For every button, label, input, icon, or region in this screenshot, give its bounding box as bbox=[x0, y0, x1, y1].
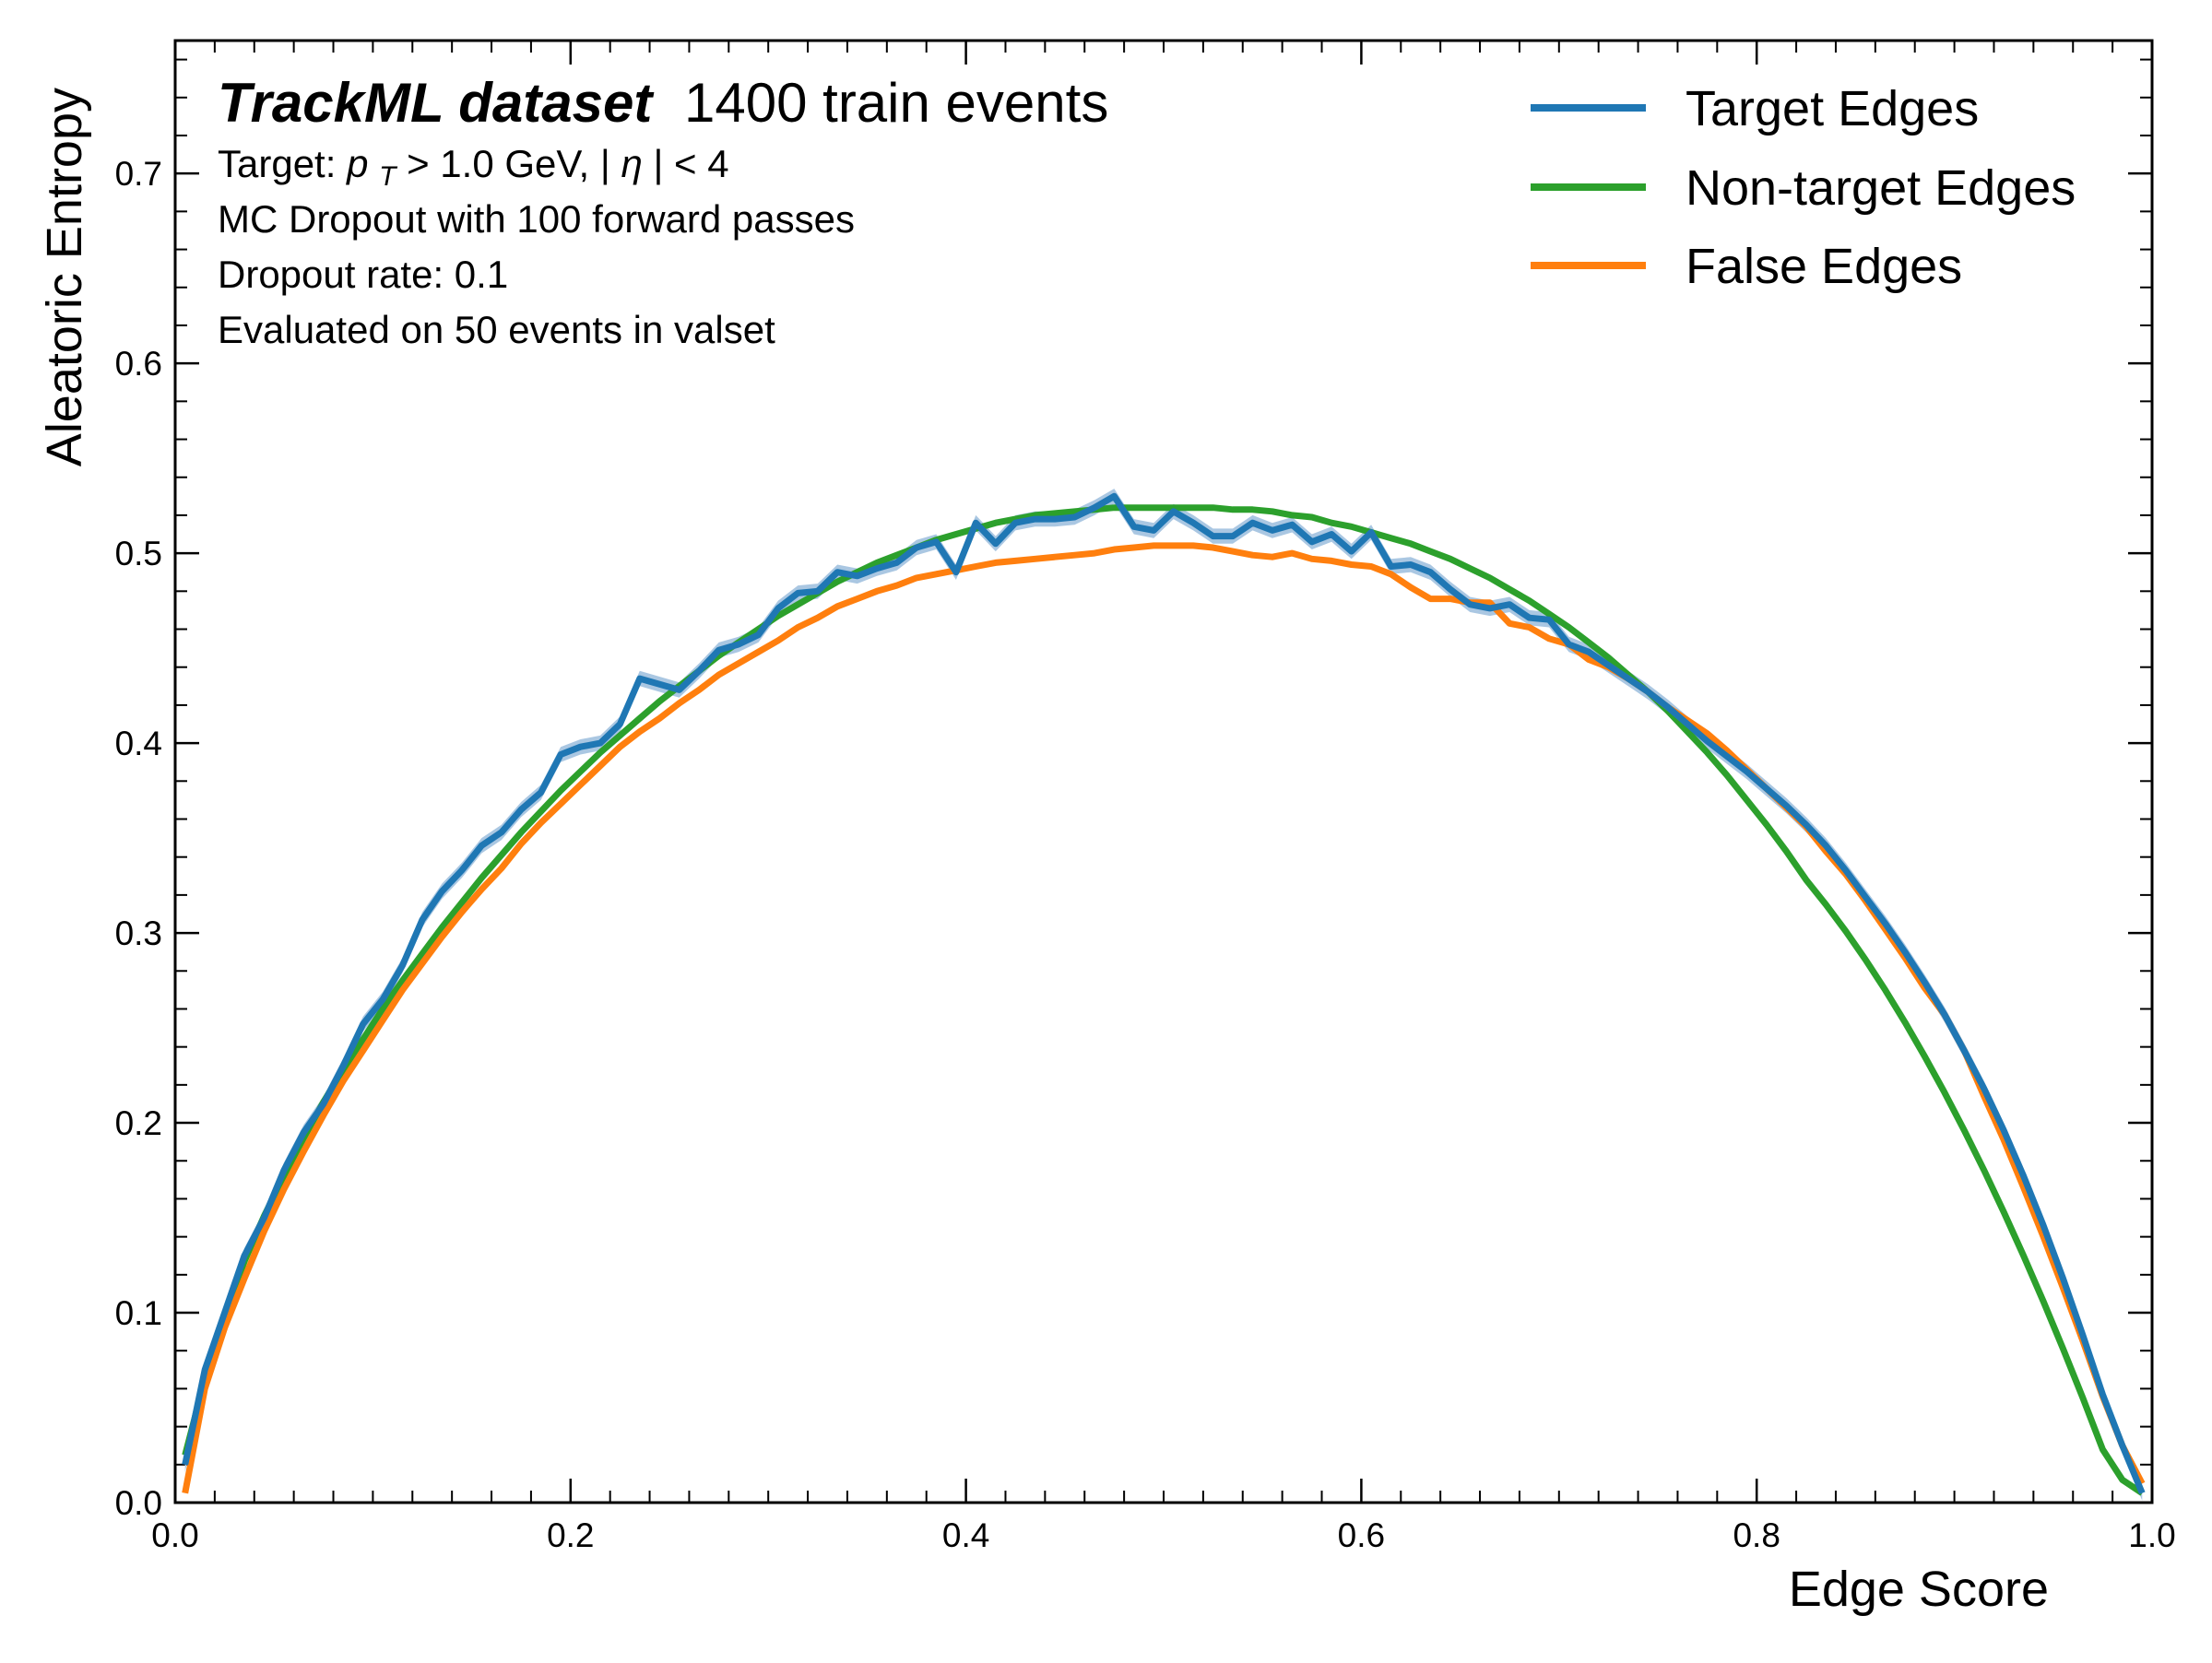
target-cut-label: Target: p T > 1.0 GeV, | η | < 4 bbox=[218, 142, 729, 194]
tick-marks bbox=[173, 41, 2154, 1504]
plot-frame bbox=[173, 39, 2154, 1504]
x-tick-label: 0.4 bbox=[942, 1516, 989, 1554]
y-tick-label: 0.4 bbox=[115, 725, 162, 762]
dataset-name: TrackML dataset bbox=[218, 72, 655, 134]
dataset-events: 1400 train events bbox=[684, 72, 1108, 134]
x-tick-label: 0.2 bbox=[547, 1516, 594, 1554]
y-tick-label: 0.6 bbox=[115, 345, 162, 383]
x-tick-label: 0.6 bbox=[1338, 1516, 1385, 1554]
x-tick-label: 1.0 bbox=[2128, 1516, 2175, 1554]
y-tick-label: 0.3 bbox=[115, 914, 162, 952]
y-tick-label: 0.2 bbox=[115, 1104, 162, 1142]
series-lines bbox=[182, 492, 2146, 1496]
legend-label-target: Target Edges bbox=[1686, 81, 1979, 136]
x-tick-label: 0.8 bbox=[1733, 1516, 1780, 1554]
target-end: | < 4 bbox=[653, 142, 728, 185]
dataset-title: TrackML dataset 1400 train events bbox=[218, 72, 1108, 134]
series-line-0 bbox=[182, 492, 2146, 1495]
annotation-block: TrackML dataset 1400 train events Target… bbox=[218, 72, 1108, 351]
target-eta-symbol: η bbox=[621, 142, 642, 185]
legend-label-false: False Edges bbox=[1686, 239, 1962, 294]
y-axis-title: Aleatoric Entropy bbox=[37, 88, 92, 466]
target-middle: > 1.0 GeV, | bbox=[407, 142, 610, 185]
tick-labels: 0.0 0.2 0.4 0.6 0.8 1.0 0.0 0.1 0.2 0.3 0.4 0.5 0.6 0… bbox=[115, 155, 2176, 1554]
dropout-rate-label: Dropout rate: 0.1 bbox=[218, 253, 508, 296]
target-p-symbol: p bbox=[345, 142, 368, 185]
x-tick-label: 0.0 bbox=[151, 1516, 198, 1554]
legend: Target Edges Non-target Edges False Edge… bbox=[1531, 81, 2076, 294]
y-tick-label: 0.1 bbox=[115, 1294, 162, 1332]
y-tick-label: 0.0 bbox=[115, 1484, 162, 1522]
mc-dropout-label: MC Dropout with 100 forward passes bbox=[218, 197, 855, 241]
series-line-1 bbox=[182, 504, 2145, 1496]
x-axis-title: Edge Score bbox=[1789, 1562, 2049, 1617]
legend-label-nontarget: Non-target Edges bbox=[1686, 160, 2076, 216]
evaluation-label: Evaluated on 50 events in valset bbox=[218, 308, 775, 351]
target-prefix: Target: bbox=[218, 142, 347, 185]
y-tick-label: 0.7 bbox=[115, 155, 162, 193]
y-tick-label: 0.5 bbox=[115, 535, 162, 572]
target-t-subscript: T bbox=[379, 161, 398, 192]
